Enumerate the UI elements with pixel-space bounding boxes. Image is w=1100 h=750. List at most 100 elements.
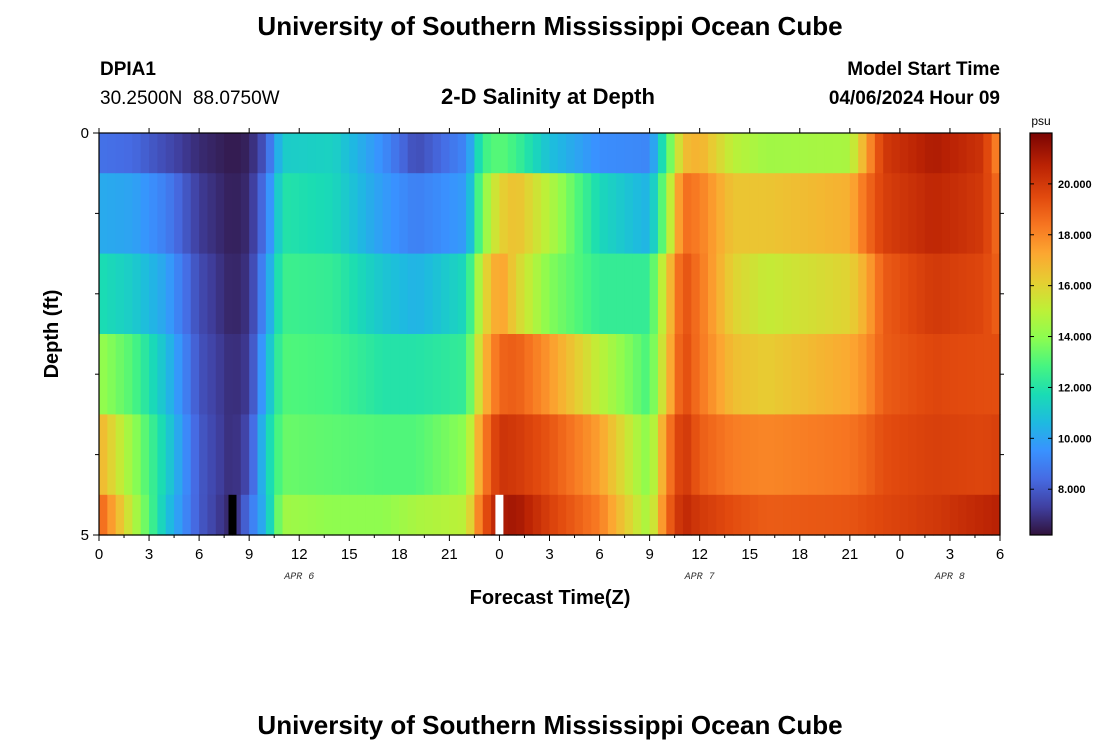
heatmap-cell (299, 173, 309, 255)
heatmap-cell (332, 494, 342, 536)
heatmap-cell (115, 173, 125, 255)
heatmap-cell (416, 494, 425, 536)
heatmap-cell (315, 494, 325, 536)
heatmap-cell (516, 173, 526, 255)
heatmap-cell (274, 334, 284, 415)
heatmap-cell (908, 494, 918, 536)
heatmap-cell (157, 173, 167, 255)
heatmap-cell (524, 334, 534, 415)
heatmap-cell (165, 494, 175, 536)
heatmap-cell (349, 494, 359, 536)
heatmap-cell (924, 133, 934, 174)
heatmap-cell (933, 253, 943, 335)
heatmap-cell (891, 253, 901, 335)
heatmap-cell (340, 414, 350, 496)
heatmap-cell (407, 173, 417, 255)
heatmap-cell (591, 414, 601, 496)
heatmap-cell (991, 494, 1001, 536)
heatmap-cell (140, 494, 150, 536)
heatmap-cell (641, 414, 651, 496)
heatmap-cell (766, 414, 776, 496)
heatmap-cell (849, 173, 859, 255)
heatmap-cell (991, 253, 1001, 335)
heatmap-cell (299, 133, 309, 174)
heatmap-cell (708, 173, 717, 255)
heatmap-cell (282, 253, 292, 335)
heatmap-cell (691, 253, 701, 335)
heatmap-cell (607, 173, 617, 255)
heatmap-cell (140, 334, 150, 415)
heatmap-cell (265, 253, 275, 335)
heatmap-cell (507, 334, 517, 415)
heatmap-cell (132, 494, 142, 536)
heatmap-cell (449, 133, 459, 174)
x-tick-label: 3 (545, 546, 553, 563)
heatmap-cell (816, 173, 826, 255)
heatmap-cell (474, 173, 484, 255)
heatmap-cell (299, 334, 309, 415)
heatmap-cell (224, 414, 234, 496)
heatmap-cell (749, 253, 759, 335)
heatmap-cell (599, 253, 609, 335)
heatmap-cell (816, 334, 826, 415)
heatmap-cell (491, 414, 501, 496)
heatmap-cell (899, 414, 909, 496)
x-axis-label: Forecast Time(Z) (470, 587, 631, 609)
heatmap-cell (733, 133, 742, 174)
heatmap-cell (390, 494, 400, 536)
heatmap-cell (432, 494, 442, 536)
heatmap-cell (249, 334, 259, 415)
colorbar-tick-label: 20.000 (1058, 179, 1092, 191)
heatmap-cell (749, 133, 759, 174)
heatmap-cell (641, 334, 651, 415)
heatmap-cell (532, 334, 542, 415)
date-labels: APR 6 APR 7 APR 8 (283, 572, 965, 583)
heatmap-cell (190, 334, 200, 415)
heatmap-cell (582, 133, 592, 174)
heatmap-cell (574, 334, 584, 415)
heatmap-cell (866, 494, 876, 536)
heatmap-cell (424, 253, 434, 335)
heatmap-cell (174, 414, 184, 496)
heatmap-cell (274, 414, 284, 496)
heatmap-cell (491, 253, 501, 335)
heatmap-cell (407, 253, 417, 335)
heatmap-cell (708, 334, 717, 415)
heatmap-cell (199, 253, 209, 335)
heatmap-cell (374, 253, 384, 335)
heatmap-cell (340, 334, 350, 415)
heatmap-cell (249, 133, 259, 174)
heatmap-cell (682, 133, 692, 174)
heatmap-cell (791, 173, 801, 255)
heatmap-cell (357, 494, 367, 536)
heatmap-cell (699, 334, 709, 415)
heatmap-cell (457, 414, 467, 496)
heatmap-cell (666, 133, 676, 174)
heatmap-cell (265, 334, 275, 415)
heatmap-cell (232, 414, 242, 496)
heatmap-cell (199, 414, 209, 496)
heatmap-cell (908, 334, 918, 415)
heatmap-cell (557, 494, 567, 536)
heatmap-cell (290, 253, 300, 335)
heatmap-cell (541, 494, 551, 536)
heatmap-cell (416, 173, 425, 255)
heatmap-cell (858, 173, 868, 255)
heatmap-cell (607, 494, 617, 536)
date-label: APR 6 (283, 572, 314, 583)
heatmap-cell (499, 334, 509, 415)
heatmap-cell (958, 334, 968, 415)
heatmap-cell (174, 334, 184, 415)
y-axis-label: Depth (ft) (41, 290, 63, 379)
heatmap-cell (791, 494, 801, 536)
heatmap-cell (924, 253, 934, 335)
heatmap-cell (916, 133, 926, 174)
heatmap-cell (591, 133, 601, 174)
heatmap-cell (416, 253, 425, 335)
heatmap-cell (524, 253, 534, 335)
heatmap-cell (966, 253, 976, 335)
heatmap-cell (432, 414, 442, 496)
heatmap-cell (741, 133, 751, 174)
colorbar (1029, 132, 1053, 536)
heatmap-cell (549, 334, 559, 415)
